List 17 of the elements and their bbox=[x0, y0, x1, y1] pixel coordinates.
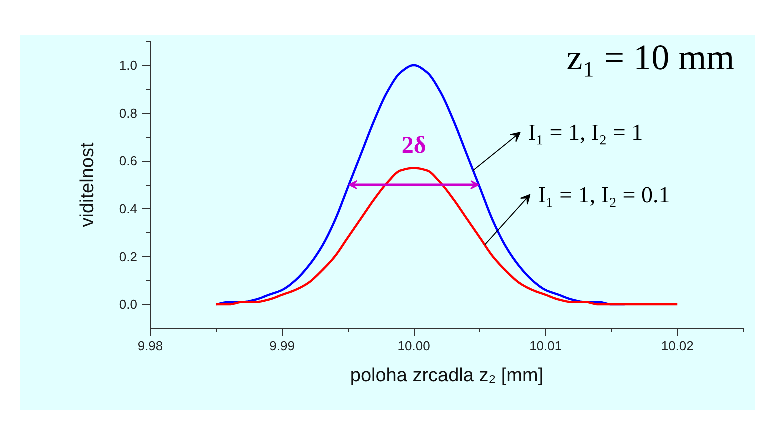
x-tick-label: 10.01 bbox=[530, 338, 562, 354]
annotation: I₁ = 1, I₂ = 1 bbox=[528, 120, 644, 146]
x-tick-label: 10.00 bbox=[398, 338, 430, 354]
x-tick-label: 10.02 bbox=[661, 338, 694, 354]
y-axis-title: viditelnost bbox=[77, 142, 98, 228]
y-tick-label: 0.4 bbox=[119, 201, 138, 216]
x-axis-title: poloha zrcadla z₂ [mm] bbox=[350, 366, 544, 386]
y-tick-label: 1.0 bbox=[119, 58, 138, 73]
annotation: z₁ = 10 mm bbox=[566, 37, 735, 78]
y-tick-label: 0.6 bbox=[119, 154, 138, 169]
x-tick-label: 9.99 bbox=[270, 338, 295, 354]
y-tick-label: 0.0 bbox=[119, 297, 138, 312]
annotation: I₁ = 1, I₂ = 0.1 bbox=[538, 182, 670, 208]
y-tick-label: 0.8 bbox=[119, 106, 138, 121]
y-tick-label: 0.2 bbox=[119, 249, 138, 264]
annotation: 2δ bbox=[402, 133, 426, 159]
x-tick-label: 9.98 bbox=[138, 338, 164, 354]
